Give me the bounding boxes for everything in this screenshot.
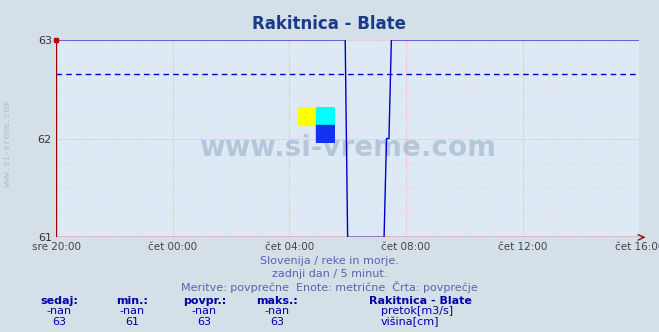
Text: Slovenija / reke in morje.: Slovenija / reke in morje. <box>260 256 399 266</box>
Text: sedaj:: sedaj: <box>40 296 78 306</box>
Text: 61: 61 <box>125 317 139 327</box>
Text: višina[cm]: višina[cm] <box>381 316 440 327</box>
Text: Meritve: povprečne  Enote: metrične  Črta: povprečje: Meritve: povprečne Enote: metrične Črta:… <box>181 281 478 293</box>
Text: 63: 63 <box>270 317 284 327</box>
Text: 63: 63 <box>197 317 212 327</box>
Text: Rakitnica - Blate: Rakitnica - Blate <box>369 296 472 306</box>
Text: www.si-vreme.com: www.si-vreme.com <box>199 134 496 162</box>
Text: -nan: -nan <box>119 306 144 316</box>
Text: -nan: -nan <box>264 306 289 316</box>
Bar <box>316 125 335 142</box>
Bar <box>316 107 335 125</box>
Text: min.:: min.: <box>116 296 148 306</box>
Text: pretok[m3/s]: pretok[m3/s] <box>381 306 453 316</box>
Text: 63: 63 <box>52 317 67 327</box>
Text: -nan: -nan <box>192 306 217 316</box>
Text: maks.:: maks.: <box>256 296 298 306</box>
Text: Rakitnica - Blate: Rakitnica - Blate <box>252 15 407 33</box>
Text: -nan: -nan <box>47 306 72 316</box>
Text: www.si-vreme.com: www.si-vreme.com <box>3 101 13 188</box>
Text: zadnji dan / 5 minut.: zadnji dan / 5 minut. <box>272 269 387 279</box>
Bar <box>298 107 316 125</box>
Text: povpr.:: povpr.: <box>183 296 226 306</box>
